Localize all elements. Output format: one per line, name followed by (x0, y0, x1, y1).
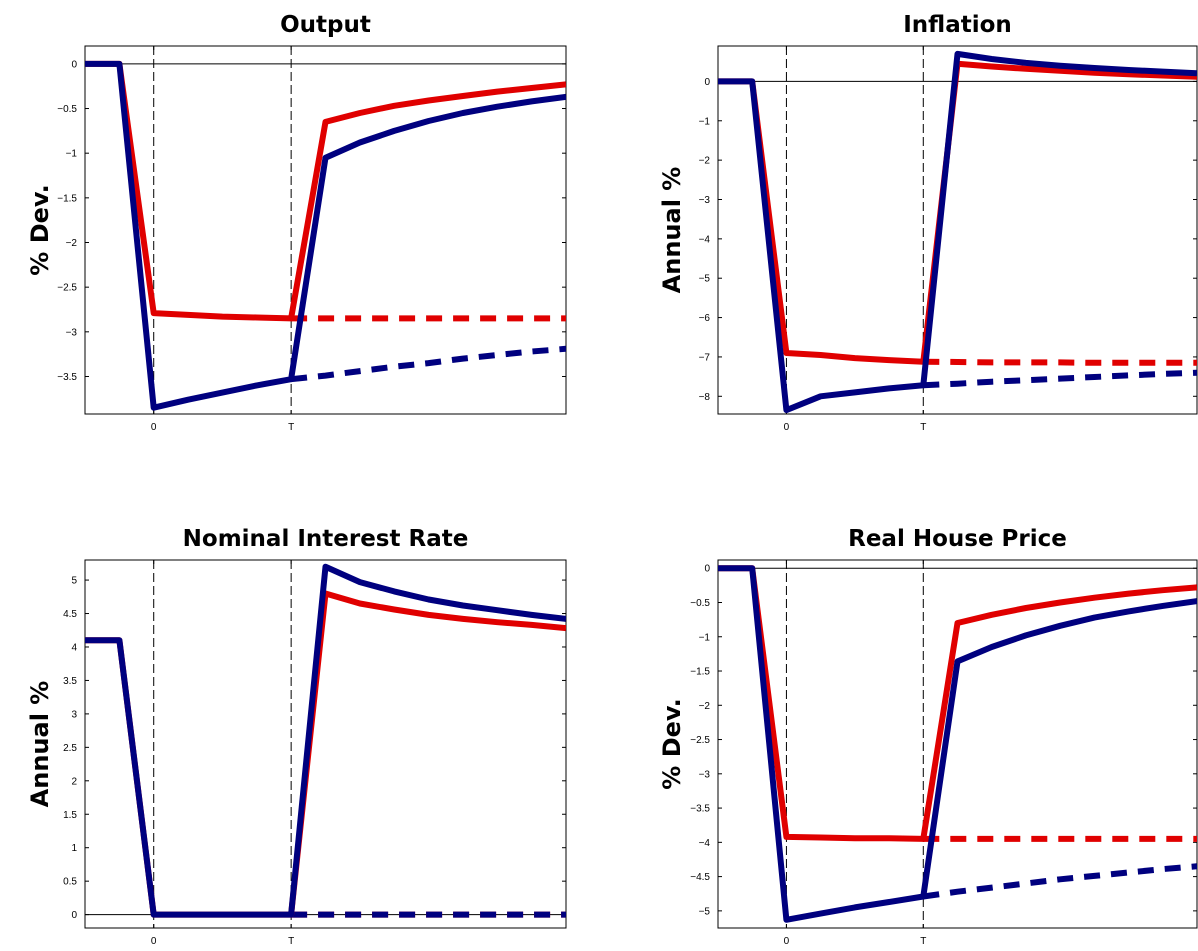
y-tick-label: 2.5 (63, 743, 77, 754)
y-tick-label: −0.5 (690, 598, 710, 609)
red-solid-series-line (85, 60, 566, 322)
x-tick-label: T (288, 422, 294, 433)
y-tick-label: −6 (699, 313, 711, 324)
blue-solid-series-line (718, 565, 1197, 923)
y-tick-label: 1.5 (63, 810, 77, 821)
blue-dashed-series-line (923, 369, 1197, 389)
panel-title-inflation: Inflation (903, 12, 1012, 38)
y-tick-label: −5 (699, 906, 711, 917)
y-axis-label: Annual % (26, 681, 54, 808)
y-tick-label: −3 (699, 195, 711, 206)
y-tick-label: −3.5 (57, 372, 77, 383)
y-axis-label: % Dev. (658, 698, 686, 789)
x-tick-label: 0 (151, 936, 157, 947)
red-dashed-series-line (923, 358, 1197, 366)
y-tick-label: −5 (699, 274, 711, 285)
panel-title-nominal-interest-rate: Nominal Interest Rate (183, 526, 469, 552)
y-tick-label: 4.5 (63, 609, 77, 620)
nominal-interest-rate-panel: 0 0.5 1 1.5 2 2.5 3 3.5 4 4.5 5 0 T Nominal Interest … (26, 526, 567, 947)
series-group (85, 60, 566, 411)
x-tick-label: T (920, 936, 926, 947)
y-tick-label: −1.5 (690, 667, 710, 678)
y-tick-label: 2 (71, 776, 77, 787)
series-group (718, 565, 1197, 923)
series-group (718, 50, 1197, 414)
y-tick-label: 4 (71, 642, 77, 653)
y-tick-label: 1 (71, 843, 77, 854)
y-tick-label: 0 (71, 910, 77, 921)
y-tick-label: −2 (699, 701, 711, 712)
y-tick-label: −2.5 (690, 735, 710, 746)
y-axis-label: % Dev. (26, 184, 54, 275)
y-tick-label: −8 (699, 392, 711, 403)
y-axis-label: Annual % (658, 167, 686, 294)
x-tick-label: T (288, 936, 294, 947)
blue-solid-series-line (85, 563, 566, 918)
y-tick-label: −4 (699, 838, 711, 849)
y-tick-label: 0 (71, 59, 77, 70)
y-tick-label: −3.5 (690, 804, 710, 815)
panel-title-real-house-price: Real House Price (848, 526, 1067, 552)
output-panel: 0 −0.5 −1 −1.5 −2 −2.5 −3 −3.5 0 T Output % Dev. (26, 12, 567, 433)
inflation-panel: 0 −1 −2 −3 −4 −5 −6 −7 −8 0 T Inflation Annual % (658, 12, 1198, 433)
blue-solid-series-line (85, 60, 566, 411)
y-tick-label: −0.5 (57, 104, 77, 115)
blue-dashed-series-line (922, 863, 1197, 900)
y-tick-label: −7 (699, 352, 711, 363)
x-tick-label: 0 (151, 422, 157, 433)
series-group (85, 563, 566, 918)
y-tick-label: −2 (66, 238, 78, 249)
x-tick-label: 0 (784, 422, 790, 433)
y-tick-label: −3 (699, 769, 711, 780)
y-tick-label: 0 (704, 77, 710, 88)
red-solid-series-line (718, 565, 1197, 842)
y-tick-label: 0.5 (63, 877, 77, 888)
x-tick-label: T (920, 422, 926, 433)
blue-dashed-series-line (290, 345, 566, 383)
plot-frame (84, 45, 567, 415)
y-tick-label: 3 (71, 709, 77, 720)
y-tick-label: −1 (699, 116, 711, 127)
plot-frame (717, 45, 1198, 415)
real-house-price-panel: 0 −0.5 −1 −1.5 −2 −2.5 −3 −3.5 −4 −4.5 −5 0 T Real Ho… (658, 526, 1198, 947)
y-tick-label: −1 (699, 632, 711, 643)
x-tick-label: 0 (784, 936, 790, 947)
y-tick-label: −2 (699, 156, 711, 167)
y-tick-label: 5 (71, 576, 77, 587)
y-tick-label: −4 (699, 234, 711, 245)
y-tick-label: −4.5 (690, 872, 710, 883)
panel-title-output: Output (280, 12, 371, 38)
blue-solid-series-line (718, 50, 1197, 414)
y-tick-label: −3 (66, 327, 78, 338)
y-tick-label: −1 (66, 149, 78, 160)
y-tick-label: 0 (704, 564, 710, 575)
y-tick-label: 3.5 (63, 676, 77, 687)
y-tick-label: −2.5 (57, 283, 77, 294)
y-tick-label: −1.5 (57, 193, 77, 204)
